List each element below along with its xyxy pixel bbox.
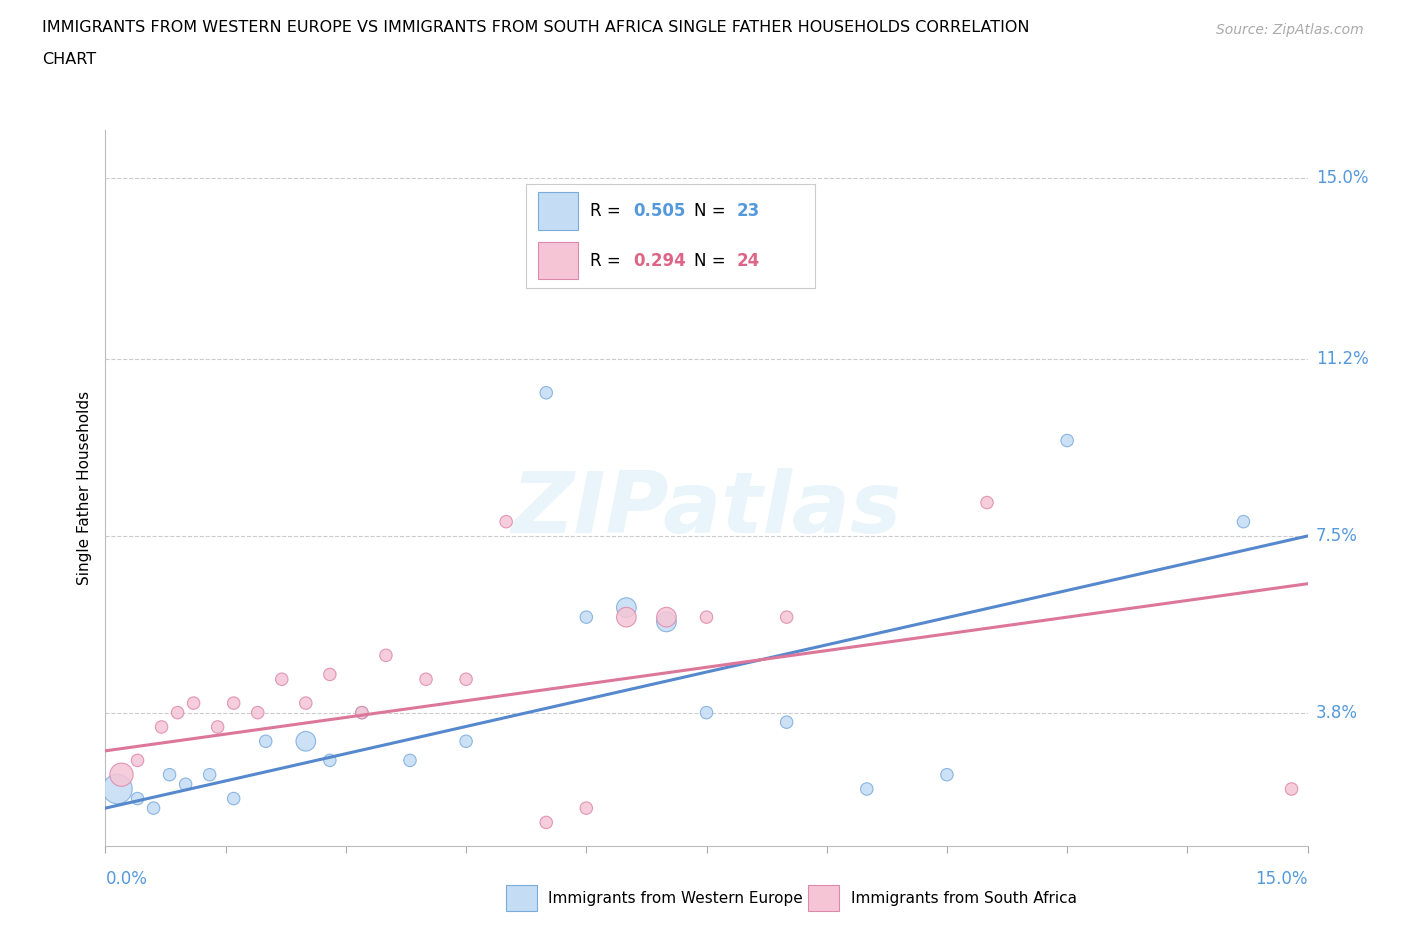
Point xyxy=(415,671,437,686)
Text: 23: 23 xyxy=(737,202,761,219)
Point xyxy=(495,514,517,529)
Point xyxy=(1056,433,1078,448)
Point xyxy=(456,671,478,686)
Text: IMMIGRANTS FROM WESTERN EUROPE VS IMMIGRANTS FROM SOUTH AFRICA SINGLE FATHER HOU: IMMIGRANTS FROM WESTERN EUROPE VS IMMIGR… xyxy=(42,20,1029,35)
Point xyxy=(207,720,229,735)
Text: 0.294: 0.294 xyxy=(633,252,686,270)
Point xyxy=(534,385,557,400)
Point xyxy=(319,667,342,682)
Text: R =: R = xyxy=(589,252,626,270)
Point xyxy=(655,615,678,630)
Point xyxy=(1232,514,1254,529)
Text: 0.505: 0.505 xyxy=(633,202,685,219)
Text: CHART: CHART xyxy=(42,52,96,67)
Text: 15.0%: 15.0% xyxy=(1316,169,1368,187)
Point xyxy=(374,648,396,663)
Point xyxy=(1281,781,1303,796)
Text: 0.0%: 0.0% xyxy=(105,870,148,888)
Point xyxy=(534,815,557,830)
Text: 11.2%: 11.2% xyxy=(1316,351,1368,368)
Point xyxy=(222,791,245,806)
Point xyxy=(110,767,132,782)
Point xyxy=(456,734,478,749)
Point xyxy=(142,801,165,816)
Point xyxy=(976,495,998,510)
Point xyxy=(936,767,959,782)
Point xyxy=(616,610,638,625)
Point xyxy=(696,610,718,625)
Y-axis label: Single Father Households: Single Father Households xyxy=(77,392,93,585)
Text: N =: N = xyxy=(693,202,730,219)
Text: 7.5%: 7.5% xyxy=(1316,527,1358,545)
Text: ZIPatlas: ZIPatlas xyxy=(512,468,901,551)
Point xyxy=(575,801,598,816)
Text: 15.0%: 15.0% xyxy=(1256,870,1308,888)
Point xyxy=(270,671,292,686)
Point xyxy=(696,705,718,720)
Point xyxy=(174,777,197,791)
Point xyxy=(575,610,598,625)
Point xyxy=(655,610,678,625)
Point xyxy=(399,753,422,768)
Point xyxy=(319,753,342,768)
Point xyxy=(183,696,205,711)
Point xyxy=(107,781,129,796)
Text: Source: ZipAtlas.com: Source: ZipAtlas.com xyxy=(1216,23,1364,37)
Point xyxy=(150,720,173,735)
FancyBboxPatch shape xyxy=(537,193,578,230)
FancyBboxPatch shape xyxy=(537,242,578,279)
Point xyxy=(254,734,277,749)
Point xyxy=(127,753,149,768)
Text: Immigrants from Western Europe: Immigrants from Western Europe xyxy=(548,891,803,906)
Text: Immigrants from South Africa: Immigrants from South Africa xyxy=(851,891,1077,906)
Text: 3.8%: 3.8% xyxy=(1316,704,1358,722)
Point xyxy=(246,705,269,720)
Text: N =: N = xyxy=(693,252,730,270)
Point xyxy=(159,767,181,782)
Point xyxy=(198,767,221,782)
Point xyxy=(776,610,799,625)
Text: R =: R = xyxy=(589,202,626,219)
Point xyxy=(855,781,877,796)
Point xyxy=(295,734,318,749)
Point xyxy=(166,705,188,720)
Point xyxy=(350,705,373,720)
Point xyxy=(350,705,373,720)
Point xyxy=(222,696,245,711)
Text: 24: 24 xyxy=(737,252,761,270)
Point xyxy=(616,600,638,615)
Point xyxy=(776,715,799,730)
Point xyxy=(295,696,318,711)
Point xyxy=(127,791,149,806)
